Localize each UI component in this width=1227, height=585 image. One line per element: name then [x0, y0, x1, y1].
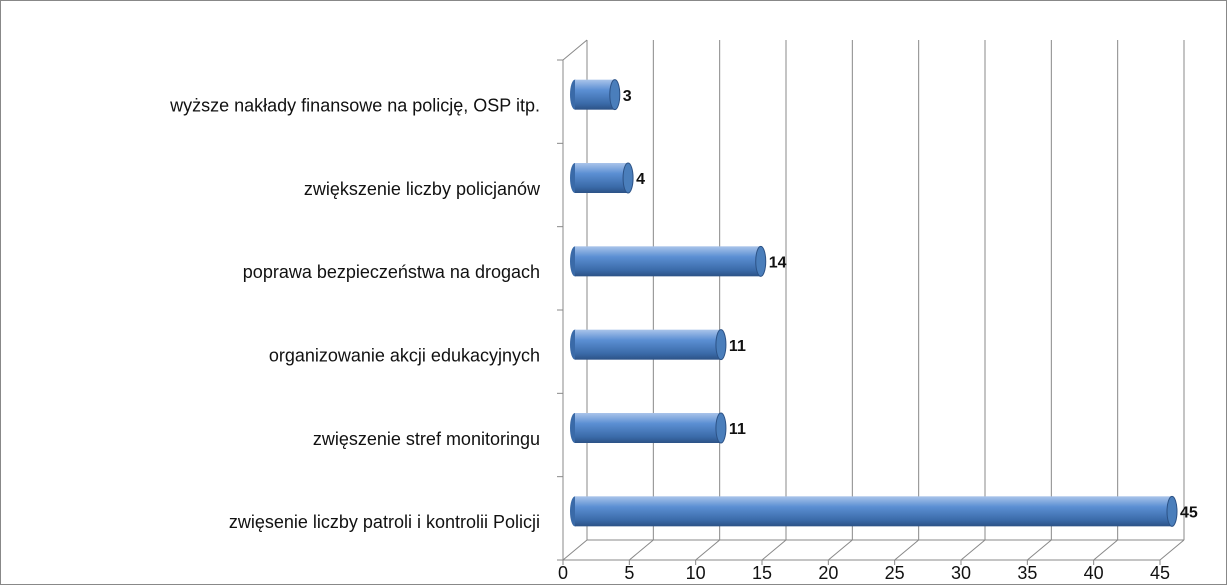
x-tick-label: 40 — [1084, 563, 1104, 583]
data-label: 3 — [623, 88, 632, 105]
y-tick-label: zwięsenie liczby patroli i kontrolii Pol… — [229, 512, 540, 532]
y-tick-label: organizowanie akcji edukacyjnych — [269, 345, 540, 365]
grid-line — [1027, 539, 1052, 561]
x-tick-label: 25 — [885, 563, 905, 583]
y-tick-label: zwięszenie stref monitoringu — [313, 429, 540, 449]
data-label: 11 — [729, 338, 746, 355]
data-label: 14 — [769, 255, 787, 272]
x-tick-label: 20 — [818, 563, 838, 583]
left-wall — [562, 39, 588, 61]
y-tick-label: wyższe nakłady finansowe na policję, OSP… — [169, 95, 540, 115]
grid-line — [960, 539, 986, 561]
grid-line — [629, 539, 654, 561]
grid-line — [761, 539, 787, 561]
grid-line — [828, 539, 853, 561]
x-tick-label: 10 — [686, 563, 706, 583]
x-tick-label: 15 — [752, 563, 772, 583]
bar — [570, 329, 727, 361]
grid-line — [1159, 539, 1185, 561]
bar — [570, 495, 1178, 527]
data-label: 11 — [729, 421, 746, 438]
y-tick-label: poprawa bezpieczeństwa na drogach — [243, 262, 540, 282]
x-tick-label: 35 — [1017, 563, 1037, 583]
bar — [570, 162, 634, 194]
grid-line — [894, 539, 919, 561]
bar — [570, 79, 621, 111]
y-tick-label: zwiększenie liczby policjanów — [304, 179, 541, 199]
data-label: 4 — [636, 171, 645, 188]
grid-line — [1093, 539, 1118, 561]
data-label: 45 — [1180, 505, 1198, 522]
bar — [570, 412, 727, 444]
x-tick-label: 5 — [624, 563, 634, 583]
x-tick-label: 30 — [951, 563, 971, 583]
grid-line — [562, 539, 588, 561]
grid-line — [695, 539, 720, 561]
x-tick-label: 45 — [1150, 563, 1170, 583]
x-tick-label: 0 — [558, 563, 568, 583]
bar — [570, 245, 767, 277]
